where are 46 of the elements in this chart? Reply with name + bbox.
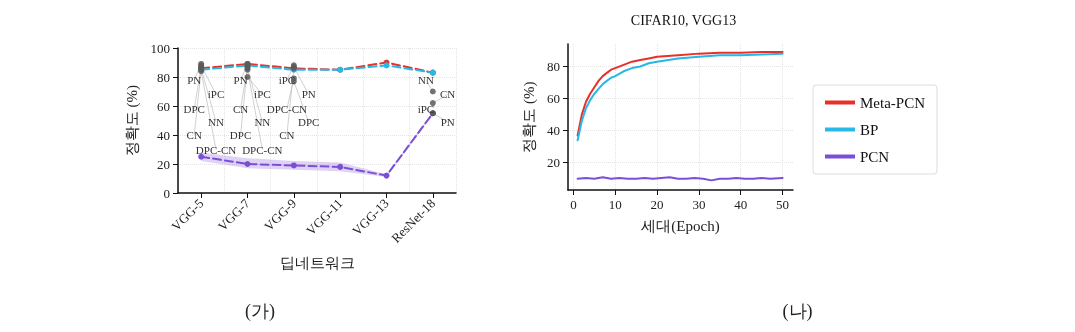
y-tick-label: 20 — [157, 156, 170, 172]
annotation: CN — [279, 129, 295, 141]
y-tick-label: 100 — [150, 40, 170, 56]
text: (나) — [782, 301, 813, 322]
annotation: DPC-CN — [195, 143, 237, 156]
legend-label: BP — [860, 121, 879, 138]
legend-label: PCN — [860, 148, 890, 165]
y-tick-label: 80 — [547, 58, 560, 74]
annotation: NN — [417, 73, 434, 86]
text: (가) — [245, 301, 276, 322]
y-axis-title: 정확도 (%) — [124, 84, 142, 157]
annotation: PN — [233, 73, 248, 86]
annotation: DPC-CN — [242, 143, 283, 156]
annotation: iPC — [417, 102, 435, 115]
x-tick-label: 10 — [608, 197, 622, 212]
chart-title: CIFAR10, VGG13 — [630, 12, 737, 28]
x-axis-title: 세대(Epoch) — [641, 217, 720, 235]
annotation: CN — [232, 102, 249, 115]
y-tick-label: 60 — [547, 91, 560, 107]
y-tick-label: 60 — [157, 98, 170, 114]
x-tick-label: 40 — [734, 197, 748, 212]
x-tick-label: 30 — [692, 197, 706, 212]
annotation: NN — [254, 115, 271, 128]
y-axis-title: 정확도 (%) — [520, 81, 538, 153]
annotation: DPC-CN — [266, 102, 308, 115]
x-axis-title: 딥네트워크 — [279, 254, 355, 271]
annotation: CN — [440, 88, 456, 101]
legend-label: Meta-PCN — [860, 94, 926, 111]
annotation: NN — [208, 115, 224, 128]
annotation: PN — [440, 115, 455, 128]
annotation: iPC — [207, 88, 225, 101]
x-tick-label: 0 — [570, 197, 577, 212]
annotation: PN — [187, 73, 202, 86]
y-tick-label: 80 — [157, 69, 170, 85]
y-tick-label: 0 — [163, 185, 170, 201]
annotation: iPC — [254, 88, 271, 101]
annotation: DPC — [183, 102, 205, 115]
annotation: DPC — [297, 115, 320, 128]
y-tick-label: 20 — [547, 155, 560, 171]
annotation: PN — [301, 88, 316, 101]
y-tick-label: 40 — [547, 123, 560, 139]
annotation: DPC — [229, 129, 252, 141]
x-tick-label: 50 — [776, 197, 790, 212]
y-tick-label: 40 — [157, 127, 170, 143]
x-tick-label: 20 — [650, 197, 664, 212]
annotation: CN — [186, 129, 202, 141]
